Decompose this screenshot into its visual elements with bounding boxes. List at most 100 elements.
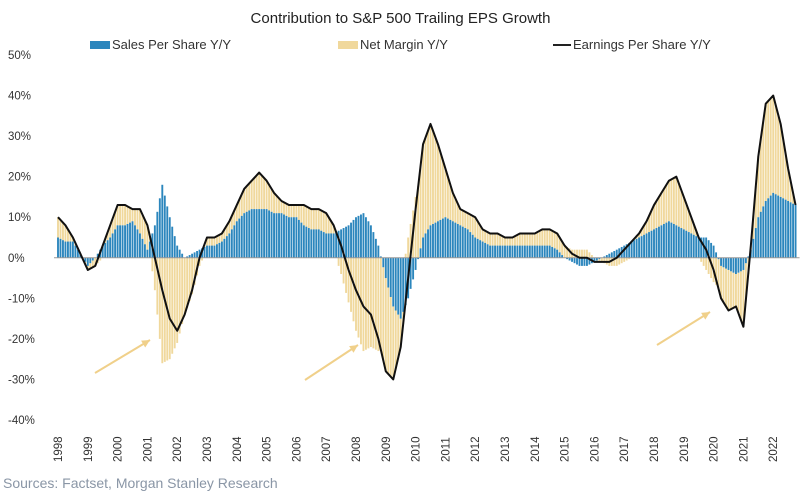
margin-bar [183, 257, 186, 315]
margin-bar [186, 257, 189, 308]
sales-bar [156, 211, 159, 258]
sales-bar [350, 222, 352, 258]
margin-bar [322, 211, 325, 233]
sales-bar [536, 245, 539, 258]
margin-bar [730, 271, 732, 310]
sales-bar [653, 229, 655, 258]
sales-bar [139, 233, 141, 258]
sales-bar [486, 244, 489, 258]
margin-bar [350, 257, 352, 312]
sales-bar [240, 215, 243, 258]
margin-bar [653, 205, 655, 230]
margin-bar [638, 233, 641, 238]
margin-bar [613, 257, 616, 266]
sales-bar [752, 238, 755, 258]
sales-bar [280, 213, 283, 258]
sales-bar [727, 257, 730, 270]
sales-bar [320, 230, 323, 258]
sales-bar [546, 245, 549, 258]
y-tick-label: 50% [8, 50, 31, 62]
margin-bar [382, 267, 385, 361]
sales-bar [158, 198, 161, 258]
margin-bar [297, 205, 300, 220]
sales-bar [725, 257, 727, 269]
margin-bar [310, 209, 313, 230]
x-tick-label: 2019 [679, 436, 691, 462]
margin-bar [134, 209, 136, 226]
margin-bar [576, 249, 578, 258]
sales-bar [69, 241, 72, 258]
margin-bar [628, 257, 631, 260]
sales-bar [605, 255, 608, 258]
sales-bar [672, 223, 675, 258]
sales-bar [702, 237, 705, 258]
margin-bar [461, 210, 464, 227]
sales-bar [265, 209, 268, 258]
sales-bar [89, 257, 92, 264]
sales-bar [538, 245, 541, 258]
x-tick-label: 2001 [142, 436, 154, 462]
sales-bar [509, 245, 511, 258]
y-tick-label: 10% [8, 212, 31, 224]
margin-bar [374, 257, 377, 350]
margin-bar [384, 278, 387, 372]
margin-bar [124, 205, 126, 226]
margin-bar [347, 257, 350, 303]
sales-bar [285, 215, 288, 258]
sales-bar [193, 252, 196, 258]
margin-bar [787, 168, 790, 201]
margin-bar [782, 138, 785, 199]
sales-bar [571, 257, 573, 262]
margin-bar [275, 195, 278, 214]
sales-bar [682, 229, 685, 258]
margin-bar [168, 257, 171, 360]
sales-bar [86, 257, 89, 266]
margin-bar [171, 257, 174, 354]
margin-bar [464, 211, 467, 229]
margin-bar [792, 192, 795, 204]
sales-bar [680, 228, 683, 258]
sales-bar [526, 245, 529, 258]
margin-bar [427, 130, 429, 230]
sales-bar [732, 257, 735, 273]
margin-bar [99, 257, 102, 261]
y-tick-label: -20% [8, 334, 35, 346]
margin-bar [496, 233, 499, 246]
margin-bar [437, 144, 439, 222]
margin-bar [228, 221, 231, 234]
sales-bar [650, 230, 653, 258]
sales-bar [220, 241, 223, 258]
sales-bar [757, 217, 760, 258]
sales-bar [230, 229, 233, 258]
margin-bar [471, 215, 474, 235]
sales-bar [59, 238, 62, 258]
margin-bar [392, 306, 395, 380]
margin-bar [518, 233, 521, 246]
margin-bar [707, 257, 710, 274]
sales-bar [434, 222, 437, 258]
sales-bar [558, 252, 561, 258]
sales-bar [330, 233, 333, 258]
margin-bar [789, 180, 792, 203]
margin-bar [230, 215, 233, 230]
margin-bar [156, 257, 159, 315]
margin-bar [317, 209, 320, 230]
sales-bar [543, 245, 546, 258]
margin-bar [146, 225, 149, 250]
sales-bar [163, 195, 166, 258]
sales-bar [603, 256, 606, 258]
legend-label-sales: Sales Per Share Y/Y [112, 37, 231, 52]
sales-bar [444, 217, 447, 258]
sales-bar [109, 237, 112, 258]
sales-bar [556, 249, 559, 258]
sales-bar [255, 209, 258, 258]
margin-bar [754, 186, 757, 229]
margin-bar [158, 257, 161, 339]
x-tick-label: 2006 [291, 436, 303, 462]
sales-bar [211, 245, 213, 258]
legend-swatch-sales [90, 40, 110, 49]
sales-bar [687, 232, 690, 258]
margin-bar [705, 257, 708, 270]
margin-bar [625, 257, 628, 261]
sales-bar [422, 237, 424, 258]
